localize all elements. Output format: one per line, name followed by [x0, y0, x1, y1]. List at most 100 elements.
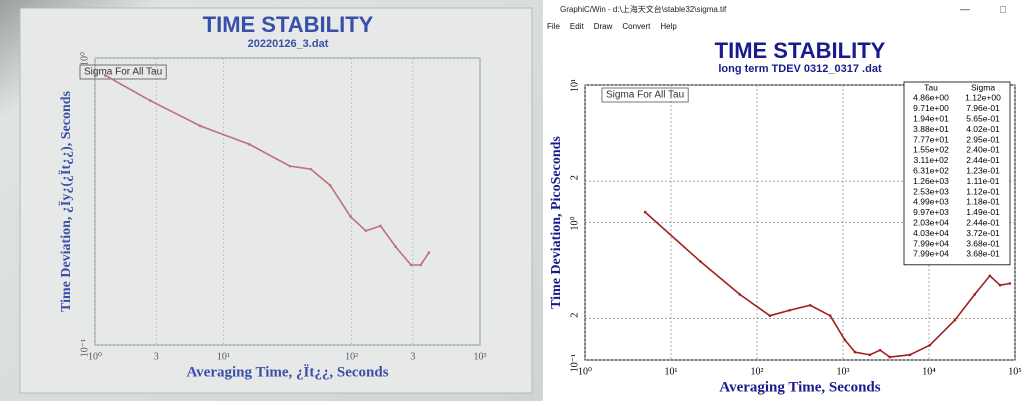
x-axis-label: Averaging Time, Seconds — [719, 379, 880, 395]
data-point — [198, 124, 202, 128]
y-tick-label: 10⁰ — [79, 52, 90, 66]
x-tick-label: 3 — [410, 351, 415, 362]
data-point — [868, 353, 872, 357]
table-cell: 6.31e+02 — [913, 165, 949, 175]
x-tick-label: 3 — [154, 351, 159, 362]
table-cell: 9.71e+00 — [913, 103, 949, 113]
table-cell: 4.02e-01 — [966, 124, 1000, 134]
menu-item[interactable]: Draw — [594, 22, 613, 31]
table-cell: 1.12e+00 — [965, 93, 1001, 103]
data-line — [104, 74, 430, 266]
data-point — [928, 343, 932, 347]
table-cell: 4.99e+03 — [913, 197, 949, 207]
x-tick-label: 10⁰ — [578, 366, 592, 377]
title-bar — [543, 0, 1029, 18]
data-point — [394, 245, 397, 249]
legend-box — [79, 64, 167, 80]
menu-item[interactable]: Edit — [570, 22, 585, 31]
table-cell: 2.44e-01 — [966, 155, 1000, 165]
data-point — [103, 74, 107, 77]
data-point — [149, 99, 152, 102]
menu-item[interactable]: File — [547, 22, 560, 31]
x-tick-label: 10³ — [474, 351, 487, 362]
table-cell: 2.95e-01 — [966, 134, 1000, 144]
x-tick-label: 10⁴ — [922, 366, 936, 377]
x-tick-label: 10¹ — [665, 366, 678, 377]
data-point — [888, 355, 892, 359]
y-axis-label: Time Deviation, ¿Ïy¿(¿Ït¿¿), Seconds — [58, 90, 74, 312]
x-tick-label: 10² — [345, 351, 358, 362]
y-tick-label: 10¹ — [569, 79, 580, 92]
chart-title: TIME STABILITY — [203, 12, 374, 37]
x-tick-label: 10⁵ — [1008, 366, 1022, 377]
data-point — [419, 263, 422, 267]
table-cell: 7.77e+01 — [913, 134, 949, 144]
y-tick-label: 10⁻¹ — [569, 354, 580, 372]
data-point — [1008, 282, 1012, 285]
table-cell: 1.94e+01 — [913, 113, 949, 123]
data-point — [843, 338, 847, 342]
x-tick-label: 10¹ — [217, 351, 230, 362]
x-tick-label: 10³ — [837, 366, 850, 377]
chart-subtitle: 20220126_3.dat — [248, 38, 329, 50]
y-tick-label: 10⁻¹ — [79, 339, 90, 357]
menu-item[interactable]: Help — [660, 22, 677, 31]
data-point — [788, 308, 791, 312]
table-cell: 7.99e+04 — [913, 238, 949, 248]
table-cell: 1.49e-01 — [966, 207, 1000, 217]
data-point — [768, 314, 772, 317]
data-point — [988, 274, 992, 278]
table-cell: 1.18e-01 — [966, 197, 1000, 207]
table-cell: 5.65e-01 — [966, 113, 1000, 123]
table-cell: 1.55e+02 — [913, 145, 949, 155]
y-tick-label: 2 — [569, 313, 580, 318]
data-point — [908, 353, 912, 357]
data-point — [973, 293, 977, 296]
table-cell: 1.23e-01 — [966, 165, 1000, 175]
data-point — [409, 263, 413, 267]
x-axis-label: Averaging Time, ¿Ït¿¿, Seconds — [186, 364, 388, 380]
maximize-button[interactable]: □ — [1000, 5, 1006, 16]
data-point — [699, 260, 702, 263]
y-tick-label: 2 — [569, 175, 580, 180]
data-point — [309, 167, 313, 171]
data-point — [643, 210, 647, 214]
data-point — [288, 164, 292, 168]
table-cell: 3.88e+01 — [913, 124, 949, 134]
data-point — [878, 348, 882, 352]
table-cell: 1.12e-01 — [966, 186, 1000, 196]
table-cell: 3.68e-01 — [966, 238, 1000, 248]
table-cell: 3.72e-01 — [966, 228, 1000, 238]
data-point — [853, 350, 857, 354]
menu-item[interactable]: Convert — [622, 22, 651, 31]
data-point — [998, 283, 1002, 287]
data-point — [248, 143, 251, 146]
data-point — [808, 303, 812, 307]
table-cell: 2.53e+03 — [913, 186, 949, 196]
data-point — [349, 215, 352, 218]
table-cell: 1.26e+03 — [913, 176, 949, 186]
data-point — [953, 318, 957, 322]
data-point — [738, 293, 742, 296]
chart-subtitle: long term TDEV 0312_0317 .dat — [718, 63, 882, 75]
data-point — [379, 224, 382, 228]
data-point — [828, 314, 832, 317]
data-table — [903, 81, 1011, 266]
y-axis-label: Time Deviation, PicoSeconds — [549, 136, 564, 309]
data-point — [427, 251, 431, 254]
table-cell: 1.11e-01 — [967, 176, 1000, 186]
data-point — [328, 184, 332, 187]
minimize-button[interactable]: — — [960, 5, 970, 16]
table-cell: 7.96e-01 — [966, 103, 1000, 113]
table-cell: 2.03e+04 — [913, 217, 949, 227]
table-cell: 7.99e+04 — [913, 249, 949, 259]
table-cell: 3.11e+02 — [913, 155, 948, 165]
x-tick-label: 10⁰ — [88, 351, 102, 362]
legend-box — [601, 87, 689, 103]
table-header: Tau — [924, 82, 938, 92]
photo-screen — [19, 7, 533, 394]
table-header: Sigma — [971, 82, 995, 92]
table-cell: 9.97e+03 — [913, 207, 949, 217]
